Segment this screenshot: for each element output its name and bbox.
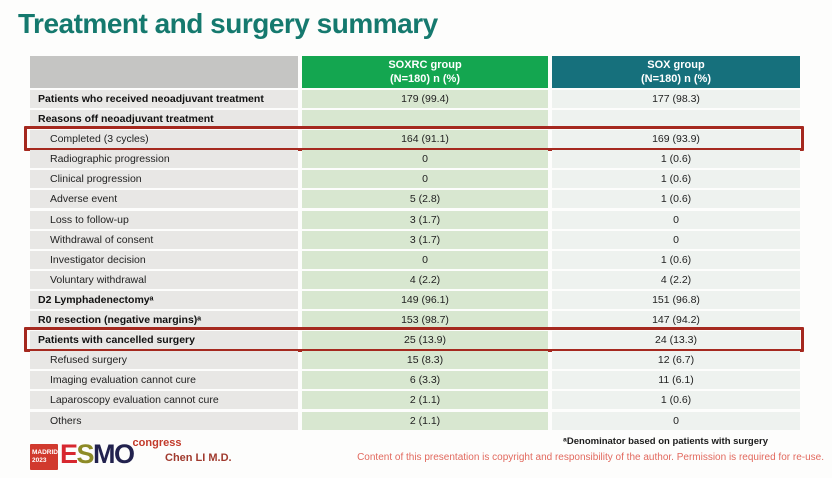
table-row: Reasons off neoadjuvant treatment: [30, 110, 800, 129]
soxrc-value: 179 (99.4): [302, 90, 548, 108]
header-cell-sox-group: SOX group (N=180) n (%): [552, 56, 800, 88]
sox-value: 151 (96.8): [552, 290, 800, 309]
table-row: Refused surgery 15 (8.3) 12 (6.7): [30, 351, 800, 370]
table-row: Clinical progression 0 1 (0.6): [30, 170, 800, 189]
table-row-highlighted: Completed (3 cycles) 164 (91.1) 169 (93.9): [24, 126, 804, 152]
soxrc-value: 6 (3.3): [302, 371, 548, 390]
row-label: Adverse event: [30, 190, 298, 209]
footnote-denominator: ᵃDenominator based on patients with surg…: [563, 436, 768, 447]
table-row: R0 resection (negative margins)ᵃ 153 (98.…: [30, 311, 800, 330]
row-label: Others: [30, 411, 298, 430]
table-header-row: SOXRC group (N=180) n (%) SOX group (N=1…: [30, 56, 800, 88]
table-row: Laparoscopy evaluation cannot cure 2 (1.1…: [30, 391, 800, 410]
badge-location: MADRID: [32, 448, 58, 456]
table-row: Investigator decision 0 1 (0.6): [30, 250, 800, 269]
sox-value: 1 (0.6): [552, 250, 800, 269]
sox-value: 12 (6.7): [552, 351, 800, 370]
sox-value: 1 (0.6): [552, 391, 800, 410]
row-label: Laparoscopy evaluation cannot cure: [30, 391, 298, 410]
row-label: Refused surgery: [30, 351, 298, 370]
sox-value: 1 (0.6): [552, 170, 800, 189]
row-label: Radiographic progression: [30, 150, 298, 169]
row-label: D2 Lymphadenectomyᵃ: [30, 290, 298, 309]
slide-title: Treatment and surgery summary: [18, 8, 438, 39]
sox-value: 0: [552, 411, 800, 430]
soxrc-value: 0: [302, 170, 548, 189]
soxrc-value: 0: [302, 250, 548, 269]
soxrc-value: 149 (96.1): [302, 290, 548, 309]
sox-value: 4 (2.2): [552, 270, 800, 289]
header-cell-empty: [30, 56, 298, 88]
sox-value: 169 (93.9): [552, 130, 800, 149]
header-cell-soxrc-group: SOXRC group (N=180) n (%): [302, 56, 548, 88]
soxrc-value: 3 (1.7): [302, 230, 548, 249]
soxrc-value: 0: [302, 150, 548, 169]
table-row: Imaging evaluation cannot cure 6 (3.3) 11 …: [30, 371, 800, 390]
sox-group-label: SOX group: [647, 58, 705, 71]
soxrc-value: 2 (1.1): [302, 411, 548, 430]
soxrc-value: [302, 110, 548, 129]
esmo-congress-logo: MADRID 2023 ESMO congress: [30, 437, 182, 470]
soxrc-value: 15 (8.3): [302, 351, 548, 370]
table-row: Withdrawal of consent 3 (1.7) 0: [30, 230, 800, 249]
soxrc-value: 5 (2.8): [302, 190, 548, 209]
row-label: Investigator decision: [30, 250, 298, 269]
row-label: Patients who received neoadjuvant treatm…: [30, 90, 298, 108]
sox-value: 24 (13.3): [552, 331, 800, 350]
row-label: Patients with cancelled surgery: [30, 331, 298, 350]
sox-value: 11 (6.1): [552, 371, 800, 390]
sox-value: [552, 110, 800, 129]
row-label: Voluntary withdrawal: [30, 270, 298, 289]
row-label: Withdrawal of consent: [30, 230, 298, 249]
table-row: Patients who received neoadjuvant treatm…: [30, 90, 800, 108]
madrid-2023-badge: MADRID 2023: [30, 444, 58, 470]
soxrc-group-label: SOXRC group: [388, 58, 462, 71]
soxrc-group-sublabel: (N=180) n (%): [390, 73, 460, 85]
table-row: Others 2 (1.1) 0: [30, 411, 800, 430]
table-row: Loss to follow-up 3 (1.7) 0: [30, 210, 800, 229]
table-row-highlighted: Patients with cancelled surgery 25 (13.9)…: [24, 327, 804, 353]
copyright-notice: Content of this presentation is copyrigh…: [357, 452, 824, 463]
row-label: Loss to follow-up: [30, 210, 298, 229]
soxrc-value: 3 (1.7): [302, 210, 548, 229]
soxrc-value: 4 (2.2): [302, 270, 548, 289]
sox-value: 0: [552, 230, 800, 249]
table-row: Radiographic progression 0 1 (0.6): [30, 150, 800, 169]
soxrc-value: 25 (13.9): [302, 331, 548, 350]
soxrc-value: 2 (1.1): [302, 391, 548, 410]
esmo-wordmark: ESMO: [60, 439, 135, 469]
sox-value: 1 (0.6): [552, 190, 800, 209]
row-label: Imaging evaluation cannot cure: [30, 371, 298, 390]
row-label: Completed (3 cycles): [30, 130, 298, 149]
sox-value: 0: [552, 210, 800, 229]
table-body: Patients who received neoadjuvant treatm…: [24, 90, 804, 430]
sox-value: 177 (98.3): [552, 90, 800, 108]
sox-group-sublabel: (N=180) n (%): [641, 73, 711, 85]
soxrc-value: 153 (98.7): [302, 311, 548, 330]
author-name: Chen LI M.D.: [165, 452, 232, 464]
row-label: Reasons off neoadjuvant treatment: [30, 110, 298, 129]
badge-year: 2023: [32, 457, 47, 464]
congress-label: congress: [132, 437, 182, 449]
summary-table: SOXRC group (N=180) n (%) SOX group (N=1…: [24, 56, 804, 432]
row-label: R0 resection (negative margins)ᵃ: [30, 311, 298, 330]
row-label: Clinical progression: [30, 170, 298, 189]
sox-value: 1 (0.6): [552, 150, 800, 169]
table-row: Voluntary withdrawal 4 (2.2) 4 (2.2): [30, 270, 800, 289]
sox-value: 147 (94.2): [552, 311, 800, 330]
table-row: D2 Lymphadenectomyᵃ 149 (96.1) 151 (96.8): [30, 290, 800, 309]
soxrc-value: 164 (91.1): [302, 130, 548, 149]
table-row: Adverse event 5 (2.8) 1 (0.6): [30, 190, 800, 209]
